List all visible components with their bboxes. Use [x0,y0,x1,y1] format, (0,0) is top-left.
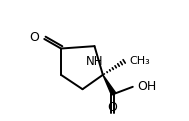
Text: NH: NH [86,55,103,68]
Polygon shape [103,75,116,95]
Text: O: O [29,31,39,44]
Text: CH₃: CH₃ [129,56,150,65]
Text: O: O [107,101,117,114]
Text: OH: OH [138,80,157,93]
